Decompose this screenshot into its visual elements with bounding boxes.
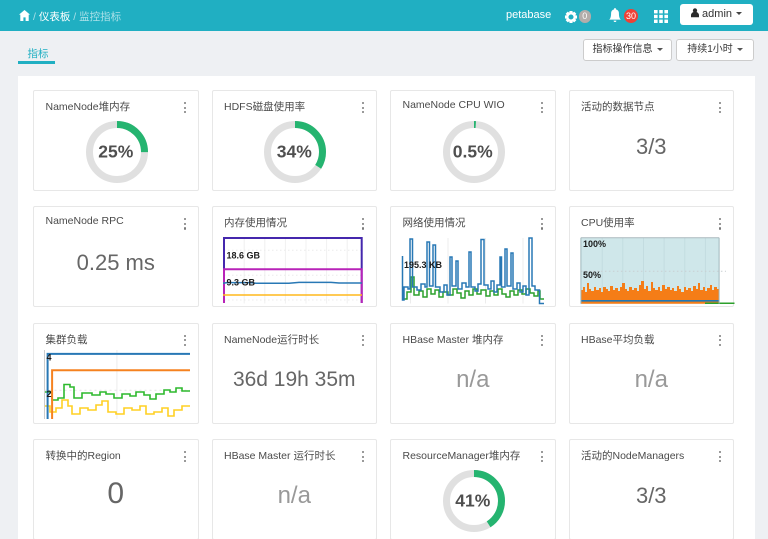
svg-text:4: 4: [47, 352, 52, 362]
svg-text:18.6 GB: 18.6 GB: [226, 251, 260, 261]
svg-text:2: 2: [47, 388, 52, 398]
svg-text:100%: 100%: [583, 239, 606, 249]
svg-text:9.3 GB: 9.3 GB: [226, 278, 255, 288]
svg-text:195.3 KB: 195.3 KB: [404, 260, 443, 270]
svg-text:50%: 50%: [583, 270, 601, 280]
